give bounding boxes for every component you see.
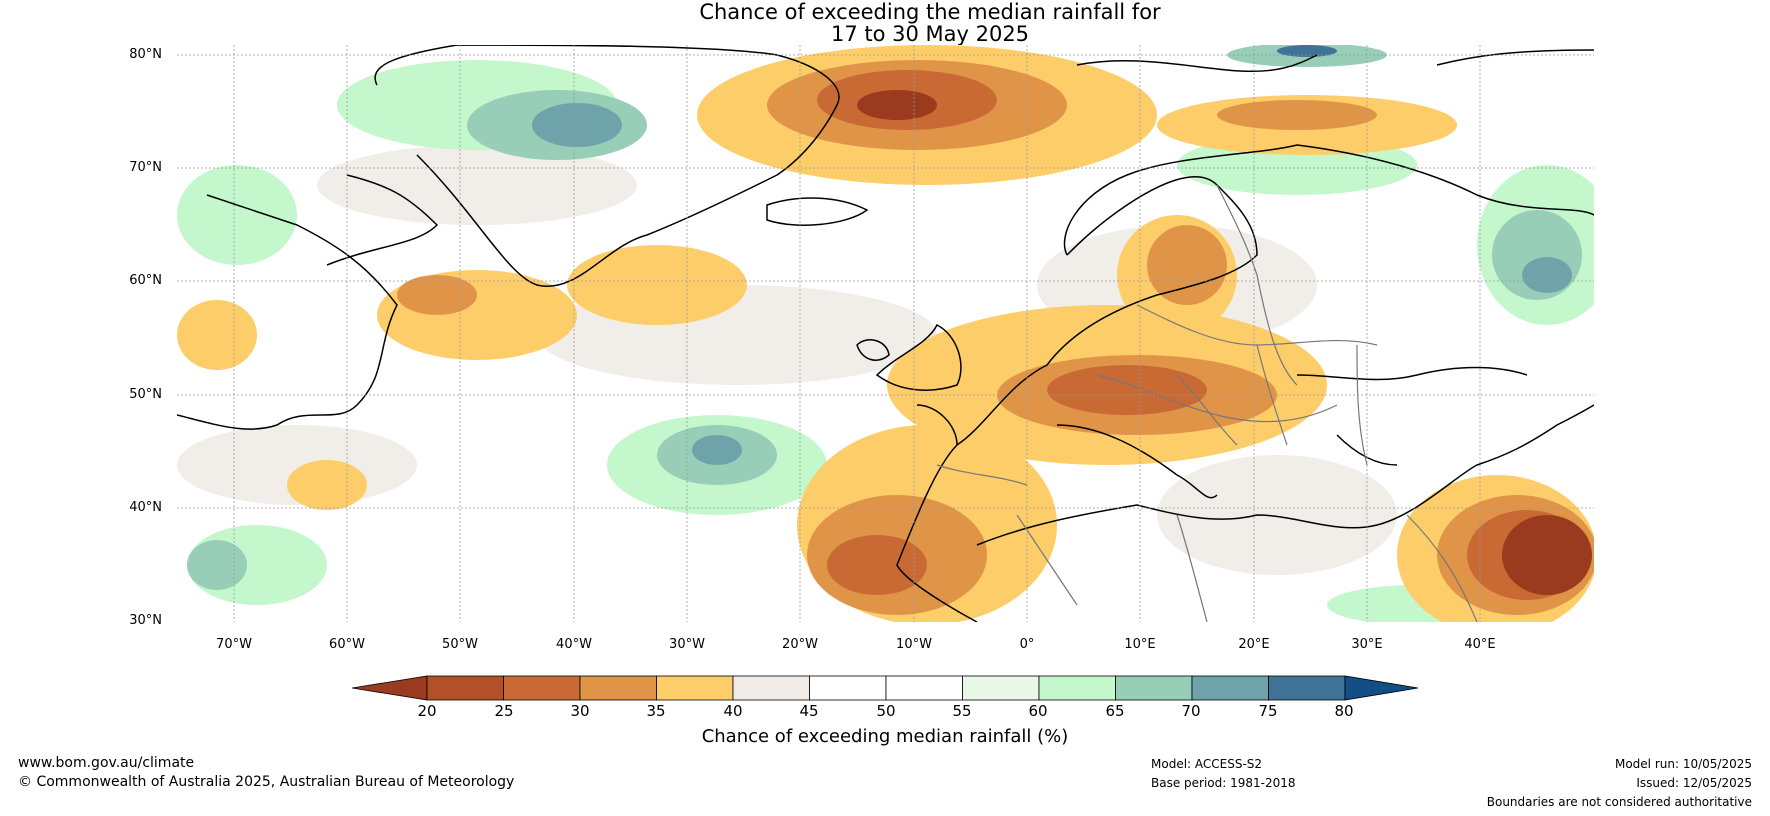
lat-label-40n: 40°N [129,500,162,515]
lat-label-80n: 80°N [129,47,162,62]
lon-label-0: 0° [1019,637,1035,652]
map-title-line2: 17 to 30 May 2025 [830,22,1030,46]
lon-label-20e: 20°E [1238,637,1270,652]
colorbar-segment [885,675,963,701]
lon-label-70w: 70°W [216,637,252,652]
lon-label-20w: 20°W [782,637,818,652]
colorbar-tick-75: 75 [1258,702,1278,720]
lon-label-60w: 60°W [329,637,365,652]
footer-model: Model: ACCESS-S2 [1151,757,1263,771]
colorbar-extend-high [1344,675,1418,701]
rainfall-map [177,45,1594,622]
footer-url: www.bom.gov.au/climate [18,755,195,771]
footer-base-period: Base period: 1981-2018 [1151,776,1296,790]
footer-model-run: Model run: 10/05/2025 [1614,757,1752,771]
lon-label-10e: 10°E [1124,637,1156,652]
colorbar-tick-65: 65 [1105,702,1125,720]
lon-label-40w: 40°W [556,637,592,652]
colorbar-tick-60: 60 [1028,702,1048,720]
colorbar-tick-70: 70 [1181,702,1201,720]
colorbar-segment [1268,675,1346,701]
map-title-line1: Chance of exceeding the median rainfall … [699,0,1161,24]
colorbar-segment [1191,675,1269,701]
footer-disclaimer: Boundaries are not considered authoritat… [1486,795,1752,809]
colorbar [352,675,1418,701]
footer-copyright: © Commonwealth of Australia 2025, Austra… [18,774,515,790]
colorbar-tick-80: 80 [1334,702,1354,720]
lon-label-10w: 10°W [896,637,932,652]
lat-label-50n: 50°N [129,387,162,402]
lat-label-70n: 70°N [129,160,162,175]
colorbar-segment [1038,675,1116,701]
colorbar-label: Chance of exceeding median rainfall (%) [701,726,1069,747]
colorbar-tick-25: 25 [494,702,514,720]
colorbar-segment [579,675,657,701]
colorbar-extend-low [352,675,428,701]
lat-label-30n: 30°N [129,613,162,628]
colorbar-tick-50: 50 [876,702,896,720]
colorbar-segment [656,675,734,701]
lon-label-30e: 30°E [1351,637,1383,652]
colorbar-tick-30: 30 [570,702,590,720]
colorbar-segment [1115,675,1193,701]
colorbar-segment [962,675,1040,701]
lon-label-40e: 40°E [1464,637,1496,652]
colorbar-segment [732,675,810,701]
colorbar-tick-45: 45 [799,702,819,720]
lat-label-60n: 60°N [129,273,162,288]
lon-label-30w: 30°W [669,637,705,652]
colorbar-tick-40: 40 [723,702,743,720]
colorbar-segment [809,675,887,701]
colorbar-tick-20: 20 [417,702,437,720]
colorbar-segment [503,675,581,701]
lon-label-50w: 50°W [442,637,478,652]
colorbar-tick-55: 55 [952,702,972,720]
colorbar-tick-35: 35 [646,702,666,720]
footer-issued: Issued: 12/05/2025 [1636,776,1752,790]
colorbar-segment [426,675,504,701]
